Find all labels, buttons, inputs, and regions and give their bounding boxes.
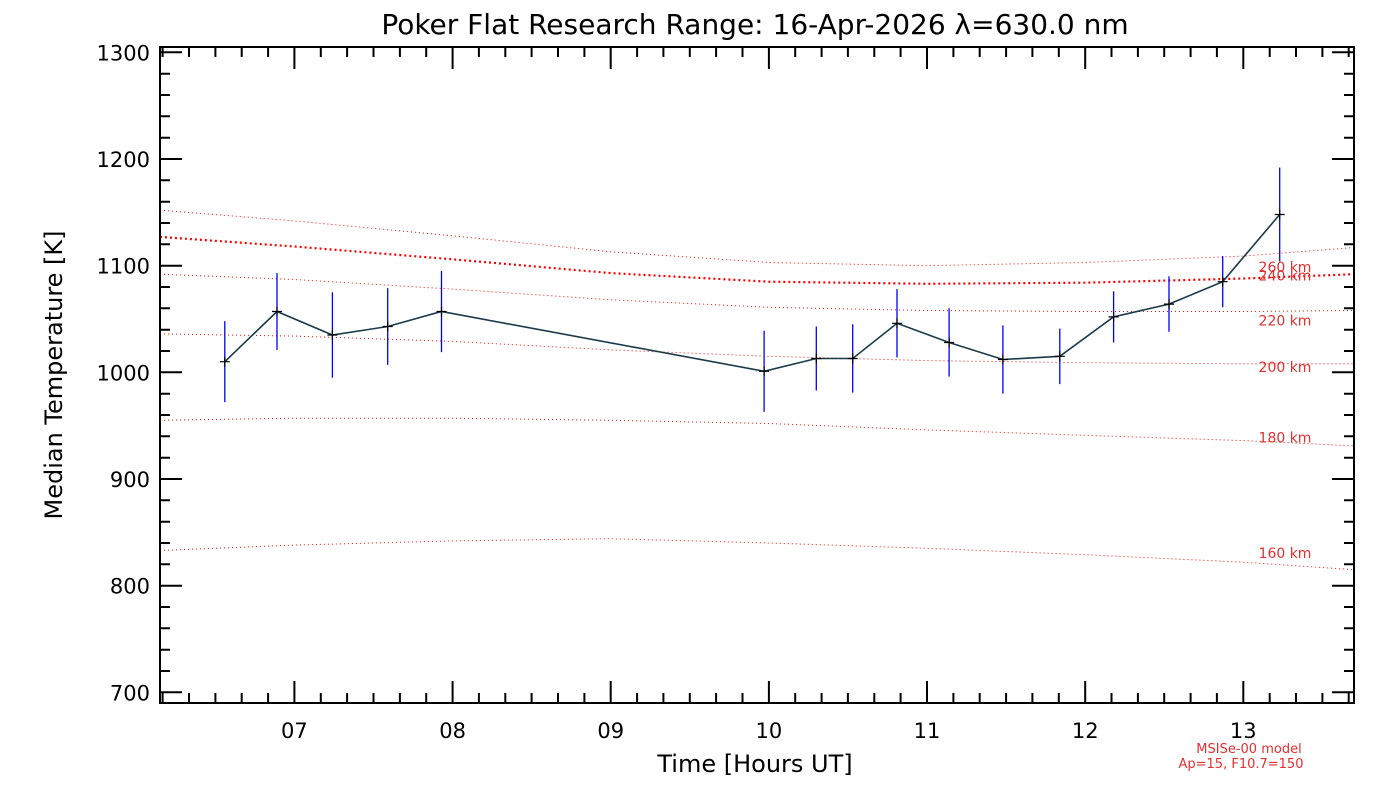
data-point: [944, 337, 955, 348]
y-tick-label: 1300: [97, 41, 150, 65]
x-tick-labels: 07 08 09 10 11 12 13: [281, 719, 1257, 743]
data-point: [1054, 351, 1065, 362]
y-tick-label: 700: [110, 681, 150, 705]
model-label-200-km: 200 km: [1259, 360, 1312, 376]
model-curve-160-km: [159, 538, 1355, 571]
x-tick-label: 10: [756, 719, 783, 743]
data-point: [759, 366, 770, 377]
x-tick-label: 09: [597, 719, 624, 743]
data-point: [327, 330, 338, 340]
axis-ticks: [160, 47, 1354, 703]
x-tick-label: 13: [1230, 719, 1257, 743]
data-point: [1108, 311, 1119, 322]
x-tick-label: 07: [281, 719, 308, 743]
data-point: [219, 356, 230, 367]
model-label-160-km: 160 km: [1259, 546, 1312, 562]
x-tick-label: 12: [1072, 719, 1099, 743]
y-tick-label: 900: [110, 468, 150, 492]
y-tick-label: 1100: [97, 255, 150, 279]
y-tick-labels: 700 800 900 1000 1100 1200 1300: [97, 41, 150, 705]
model-curve-260-km: [159, 209, 1355, 267]
model-curve-180-km: [159, 417, 1355, 447]
model-curve-240-km: [159, 235, 1355, 285]
data-point: [997, 354, 1008, 365]
data-point: [892, 318, 902, 329]
y-tick-label: 1000: [97, 361, 150, 385]
chart-title: Poker Flat Research Range: 16-Apr-2026 λ…: [381, 8, 1128, 41]
measurement-series: [219, 167, 1285, 412]
model-curve-200-km: [159, 333, 1354, 365]
model-curves: [159, 209, 1355, 571]
model-label-240-km: 240 km: [1259, 269, 1312, 285]
model-label-260-km: 260 km: [1259, 260, 1312, 276]
x-axis-label: Time [Hours UT]: [656, 750, 852, 778]
tick-marks: [160, 47, 1354, 703]
model-note-line-1: MSISe-00 model: [1196, 742, 1301, 757]
plot-frame: [159, 46, 1355, 704]
y-tick-label: 1200: [97, 148, 150, 172]
data-point: [436, 306, 447, 317]
data-point: [272, 306, 282, 317]
data-point: [1164, 299, 1174, 310]
model-label-220-km: 220 km: [1259, 314, 1312, 330]
y-tick-label: 800: [110, 575, 150, 599]
x-tick-label: 11: [914, 719, 941, 743]
data-point: [811, 353, 822, 364]
model-note-line-2: Ap=15, F10.7=150: [1179, 757, 1304, 772]
data-point: [847, 353, 858, 364]
y-axis-label: Median Temperature [K]: [40, 230, 68, 519]
data-point: [382, 321, 393, 332]
model-label-180-km: 180 km: [1259, 431, 1312, 447]
data-point: [1274, 209, 1285, 220]
temperature-line: [224, 213, 1281, 373]
x-tick-label: 08: [439, 719, 466, 743]
data-point: [1217, 276, 1228, 287]
